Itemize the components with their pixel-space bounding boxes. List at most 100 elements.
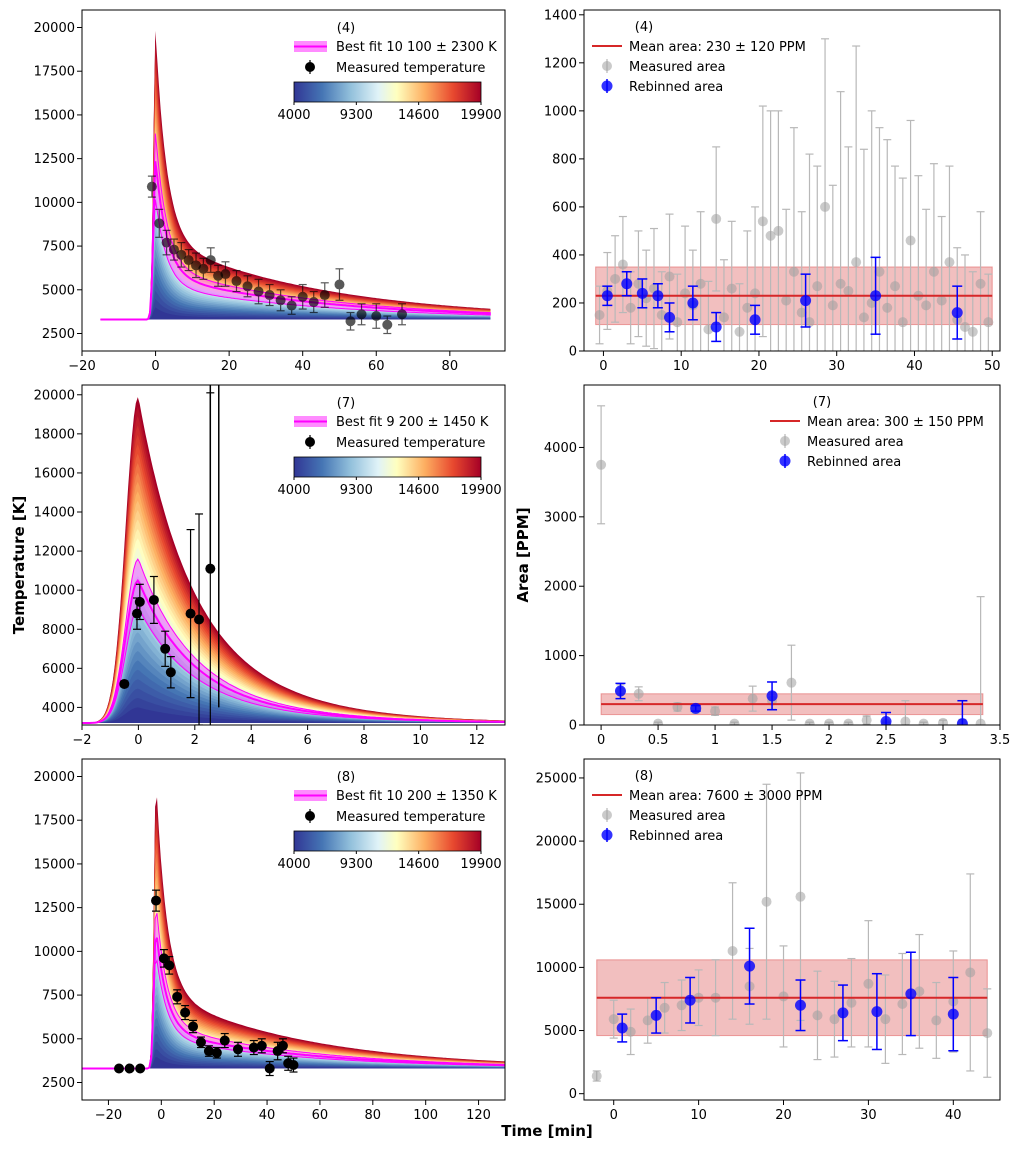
y-tick-label: 1000 — [544, 649, 577, 664]
measured-area-point — [846, 957, 857, 1048]
measured-area-point — [975, 596, 986, 725]
measured-temperature-point — [180, 1004, 191, 1021]
y-tick-label: 20000 — [536, 835, 577, 850]
legend-measured-label: Measured temperature — [336, 436, 485, 451]
x-tick-label: −20 — [68, 359, 95, 374]
measured-area-point — [795, 772, 806, 1022]
x-tick-label: 30 — [860, 1108, 877, 1123]
rebinned-area-point — [710, 311, 722, 343]
axes-frame — [81, 384, 506, 726]
rebinned-marker — [880, 716, 892, 725]
measured-area-point — [796, 211, 807, 351]
model-curve-fill — [82, 860, 505, 1069]
area-marker — [965, 967, 976, 978]
axes-frame — [583, 384, 1001, 726]
rebinned-marker — [616, 1022, 628, 1034]
x-tick-label: −2 — [72, 733, 91, 748]
legend-marker — [305, 437, 315, 447]
measured-area-point — [812, 970, 823, 1061]
axes-frame — [81, 9, 506, 352]
measured-temperature-point — [188, 1019, 199, 1034]
measured-area-point — [936, 215, 947, 351]
area-marker — [900, 716, 911, 725]
legend-rebinned-label: Rebinned area — [807, 455, 901, 470]
measured-temperature-point — [248, 1039, 259, 1056]
area-marker — [874, 266, 885, 277]
measured-area-point — [680, 225, 691, 351]
temperature-marker — [183, 255, 194, 266]
area-marker — [982, 1028, 993, 1039]
area-marker — [795, 891, 806, 902]
temperature-marker — [288, 1060, 299, 1071]
area-marker — [727, 945, 738, 956]
x-tick-label: 0 — [134, 733, 142, 748]
y-tick-label: 1000 — [544, 104, 577, 119]
measured-area-point — [914, 933, 925, 1049]
area-chart-8: 0 10 20 30 40 0 5000 10000 15000 20000 25000 (8) Mea… — [536, 758, 1001, 1123]
area-marker — [781, 295, 792, 306]
measured-temperature-point — [198, 257, 209, 280]
rebinned-area-point — [837, 984, 849, 1042]
measured-area-point — [863, 920, 874, 1048]
colorbar-tick-label: 4000 — [277, 857, 310, 872]
measured-temperature-point — [334, 268, 345, 301]
temperature-marker — [135, 1063, 146, 1074]
model-curve-fill — [82, 852, 505, 1069]
measured-area-point — [788, 127, 799, 351]
fit-line — [82, 937, 505, 1070]
area-marker — [711, 213, 722, 224]
x-tick-label: 60 — [368, 359, 385, 374]
rebinned-area-point — [794, 979, 806, 1032]
measured-temperature-point — [211, 1046, 222, 1059]
measured-area-point — [820, 38, 831, 351]
area-marker — [843, 285, 854, 296]
rebinned-marker — [766, 690, 778, 702]
temperature-chart-8: −20 0 20 40 60 80 100 120 2500 5000 7500 10000 12500… — [34, 758, 506, 1123]
measured-temperature-point — [297, 283, 308, 310]
measured-area-point — [861, 715, 872, 725]
temperature-marker — [232, 1044, 243, 1055]
axes-frame — [583, 9, 1001, 352]
temperature-marker — [264, 1063, 275, 1074]
x-tick-label: 3.5 — [990, 733, 1011, 748]
area-marker — [846, 997, 857, 1008]
area-marker — [591, 1071, 602, 1082]
rebinned-area-point — [744, 927, 756, 1005]
area-marker — [729, 718, 740, 725]
area-marker — [829, 1014, 840, 1025]
area-marker — [642, 1015, 653, 1026]
area-marker — [594, 309, 605, 320]
temperature-marker — [164, 960, 175, 971]
y-tick-label: 200 — [552, 296, 577, 311]
model-curve-fill — [82, 1041, 505, 1069]
measured-area-point — [596, 405, 607, 525]
legend-fit-label: Best fit 10 200 ± 1350 K — [336, 789, 497, 804]
area-marker — [653, 718, 664, 725]
area-marker — [757, 216, 768, 227]
measured-temperature-point — [288, 1057, 299, 1073]
y-tick-label: 4000 — [544, 441, 577, 456]
y-tick-label: 2500 — [42, 327, 75, 342]
rebinned-area-point — [749, 304, 761, 335]
temperature-marker — [205, 563, 216, 574]
measured-area-point — [928, 163, 939, 351]
area-marker — [680, 288, 691, 299]
y-tick-label: 20000 — [34, 21, 75, 36]
measured-area-point — [982, 988, 993, 1078]
temperature-marker — [124, 1063, 135, 1074]
temperature-marker — [253, 286, 264, 297]
x-tick-label: 20 — [751, 359, 768, 374]
y-tick-label: 6000 — [42, 662, 75, 677]
rebinned-area-point — [956, 699, 968, 725]
temperature-marker — [219, 1035, 230, 1046]
area-marker — [890, 281, 901, 292]
legend-fit-label: Best fit 10 100 ± 2300 K — [336, 40, 497, 55]
colorbar — [293, 456, 482, 478]
temperature-marker — [148, 594, 159, 605]
measured-temperature-point — [183, 248, 194, 272]
y-tick-label: 10000 — [536, 961, 577, 976]
y-tick-label: 20000 — [34, 770, 75, 785]
y-tick-label: 4000 — [42, 701, 75, 716]
x-tick-label: 2 — [191, 733, 199, 748]
rebinned-marker — [690, 702, 702, 714]
